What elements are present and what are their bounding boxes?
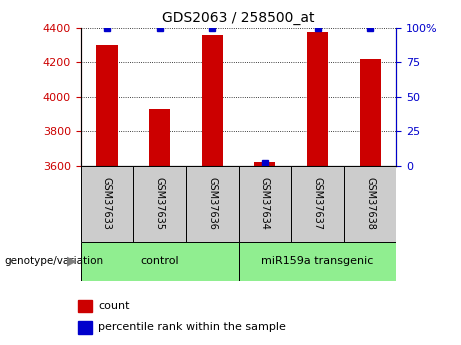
- Text: GSM37636: GSM37636: [207, 177, 217, 230]
- Bar: [360, 59, 381, 166]
- Text: GSM37635: GSM37635: [154, 177, 165, 230]
- Bar: [81, 241, 239, 281]
- Text: count: count: [98, 301, 130, 311]
- Bar: [78, 321, 91, 334]
- Text: genotype/variation: genotype/variation: [5, 256, 104, 266]
- Text: miR159a transgenic: miR159a transgenic: [261, 256, 374, 266]
- Text: percentile rank within the sample: percentile rank within the sample: [98, 322, 286, 332]
- Bar: [149, 109, 170, 166]
- Text: GSM37633: GSM37633: [102, 177, 112, 230]
- Bar: [254, 162, 275, 166]
- Text: GSM37638: GSM37638: [365, 177, 375, 230]
- Bar: [344, 166, 396, 242]
- Text: GSM37634: GSM37634: [260, 177, 270, 230]
- Bar: [78, 299, 91, 312]
- Title: GDS2063 / 258500_at: GDS2063 / 258500_at: [162, 11, 315, 25]
- Bar: [186, 166, 239, 242]
- Bar: [239, 166, 291, 242]
- Bar: [291, 166, 344, 242]
- Text: ▶: ▶: [67, 255, 76, 268]
- Bar: [81, 166, 133, 242]
- Bar: [133, 166, 186, 242]
- Bar: [307, 32, 328, 166]
- Bar: [239, 241, 396, 281]
- Text: GSM37637: GSM37637: [313, 177, 323, 230]
- Bar: [96, 45, 118, 166]
- Text: control: control: [140, 256, 179, 266]
- Bar: [202, 34, 223, 166]
